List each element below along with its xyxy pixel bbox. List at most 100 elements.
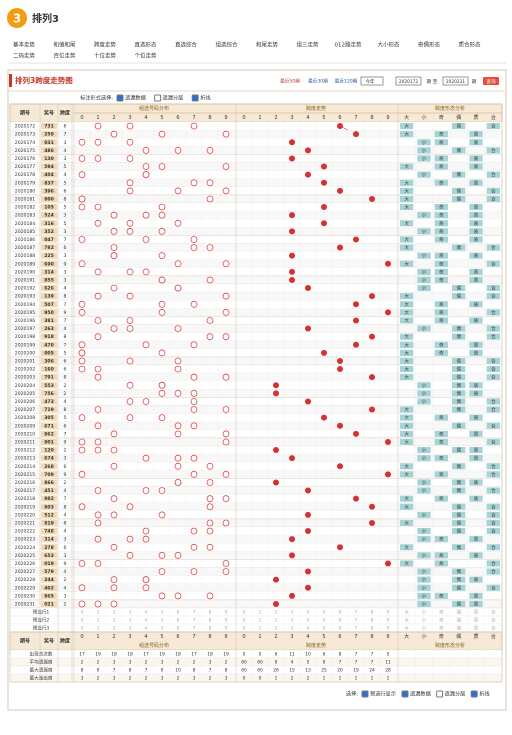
preselect-cell[interactable]: 4 <box>145 618 148 624</box>
preselect-cell[interactable]: 0 <box>243 626 246 632</box>
preselect-cell[interactable]: 9 <box>225 618 228 624</box>
nav-link[interactable]: 012路走势 <box>335 41 362 49</box>
nav-link[interactable]: 基本走势 <box>13 41 36 49</box>
preselect-cell[interactable]: 6 <box>177 626 180 632</box>
checkbox-label[interactable]: 遗漏分层 <box>163 94 184 102</box>
preselect-cell[interactable]: 7 <box>355 626 358 632</box>
preselect-cell[interactable]: 7 <box>355 610 358 616</box>
range-link[interactable]: 最近30期 <box>308 78 328 85</box>
nav-link[interactable]: 和值和尾 <box>53 41 76 49</box>
checkbox-label[interactable]: 折线 <box>200 94 210 102</box>
preselect-cell[interactable]: 3 <box>129 610 132 616</box>
preselect-cell[interactable]: 2 <box>113 618 116 624</box>
preselect-cell[interactable]: 4 <box>307 618 310 624</box>
range-link[interactable]: 最近50期 <box>280 78 300 85</box>
preselect-cell[interactable]: 小 <box>422 617 427 624</box>
preselect-cell[interactable]: 1 <box>97 610 100 616</box>
preselect-cell[interactable]: 1 <box>259 626 262 632</box>
preselect-cell[interactable]: 5 <box>161 626 164 632</box>
preselect-cell[interactable]: 小 <box>422 625 427 632</box>
preselect-cell[interactable]: 1 <box>97 618 100 624</box>
preselect-cell[interactable]: 6 <box>339 618 342 624</box>
checkbox[interactable] <box>154 94 162 102</box>
preselect-cell[interactable]: 1 <box>97 626 100 632</box>
preselect-cell[interactable]: 合 <box>491 609 496 616</box>
nav-link[interactable]: 二码走势 <box>13 52 36 60</box>
preselect-cell[interactable]: 0 <box>243 610 246 616</box>
query-button[interactable] <box>483 77 499 85</box>
checkbox-label[interactable]: 预选行显示 <box>370 690 396 698</box>
preselect-cell[interactable]: 4 <box>145 626 148 632</box>
preselect-cell[interactable]: 6 <box>177 618 180 624</box>
preselect-cell[interactable]: 偶 <box>456 609 461 616</box>
preselect-cell[interactable]: 大 <box>404 617 409 624</box>
checkbox[interactable] <box>361 690 369 698</box>
preselect-cell[interactable]: 4 <box>145 610 148 616</box>
preselect-cell[interactable]: 8 <box>209 626 212 632</box>
preselect-cell[interactable]: 4 <box>307 610 310 616</box>
checkbox[interactable] <box>436 690 444 698</box>
preselect-cell[interactable]: 8 <box>209 610 212 616</box>
nav-link[interactable]: 个位走势 <box>134 52 157 60</box>
nav-link[interactable]: 十位走势 <box>94 52 117 60</box>
preselect-cell[interactable]: 3 <box>291 610 294 616</box>
preselect-cell[interactable]: 0 <box>81 626 84 632</box>
preselect-cell[interactable]: 7 <box>355 618 358 624</box>
preselect-cell[interactable]: 质 <box>474 617 479 624</box>
preselect-cell[interactable]: 7 <box>193 618 196 624</box>
input-from[interactable] <box>395 76 422 86</box>
nav-link[interactable]: 和尾走势 <box>256 41 279 49</box>
preselect-cell[interactable]: 大 <box>404 609 409 616</box>
preselect-cell[interactable]: 5 <box>323 626 326 632</box>
checkbox[interactable] <box>470 690 478 698</box>
preselect-cell[interactable]: 9 <box>387 626 390 632</box>
preselect-cell[interactable]: 2 <box>275 626 278 632</box>
preselect-cell[interactable]: 合 <box>491 617 496 624</box>
nav-link[interactable]: 百位走势 <box>53 52 76 60</box>
preselect-cell[interactable]: 3 <box>291 618 294 624</box>
preselect-cell[interactable]: 3 <box>291 626 294 632</box>
preselect-cell[interactable]: 0 <box>81 618 84 624</box>
preselect-cell[interactable]: 大 <box>404 625 409 632</box>
select-box[interactable] <box>360 76 384 86</box>
checkbox[interactable] <box>401 690 409 698</box>
nav-link[interactable]: 质合形态 <box>458 41 481 49</box>
preselect-cell[interactable]: 7 <box>193 610 196 616</box>
preselect-cell[interactable]: 9 <box>225 626 228 632</box>
checkbox[interactable] <box>191 94 199 102</box>
nav-link[interactable]: 组三走势 <box>296 41 319 49</box>
preselect-cell[interactable]: 5 <box>323 610 326 616</box>
preselect-cell[interactable]: 9 <box>387 618 390 624</box>
preselect-cell[interactable]: 0 <box>81 610 84 616</box>
preselect-cell[interactable]: 3 <box>129 618 132 624</box>
preselect-cell[interactable]: 6 <box>339 610 342 616</box>
preselect-cell[interactable]: 3 <box>129 626 132 632</box>
preselect-cell[interactable]: 奇 <box>439 609 444 616</box>
preselect-cell[interactable]: 8 <box>371 610 374 616</box>
preselect-cell[interactable]: 2 <box>113 610 116 616</box>
preselect-cell[interactable]: 5 <box>161 610 164 616</box>
checkbox-label[interactable]: 遗漏数据 <box>125 94 146 102</box>
input-from-text[interactable]: 2020172 <box>399 79 418 85</box>
checkbox[interactable] <box>116 94 124 102</box>
preselect-cell[interactable]: 6 <box>177 610 180 616</box>
preselect-cell[interactable]: 偶 <box>456 625 461 632</box>
query-text[interactable]: 查询 <box>486 78 496 85</box>
nav-link[interactable]: 组选综合 <box>215 41 238 49</box>
preselect-cell[interactable]: 质 <box>474 625 479 632</box>
nav-link[interactable]: 奇偶形态 <box>418 41 441 49</box>
nav-link[interactable]: 跨度走势 <box>94 41 117 49</box>
nav-link[interactable]: 直选综合 <box>175 41 198 49</box>
nav-link[interactable]: 大小形态 <box>377 41 400 49</box>
input-to[interactable] <box>442 76 469 86</box>
preselect-cell[interactable]: 2 <box>275 618 278 624</box>
input-to-text[interactable]: 2020231 <box>446 79 465 85</box>
preselect-cell[interactable]: 偶 <box>456 617 461 624</box>
checkbox-label[interactable]: 遗漏分层 <box>445 690 466 698</box>
preselect-cell[interactable]: 9 <box>225 610 228 616</box>
select-text[interactable]: 今年 <box>366 78 375 85</box>
range-link[interactable]: 最近120期 <box>335 78 358 85</box>
preselect-cell[interactable]: 6 <box>339 626 342 632</box>
preselect-cell[interactable]: 2 <box>113 626 116 632</box>
preselect-cell[interactable]: 合 <box>491 625 496 632</box>
